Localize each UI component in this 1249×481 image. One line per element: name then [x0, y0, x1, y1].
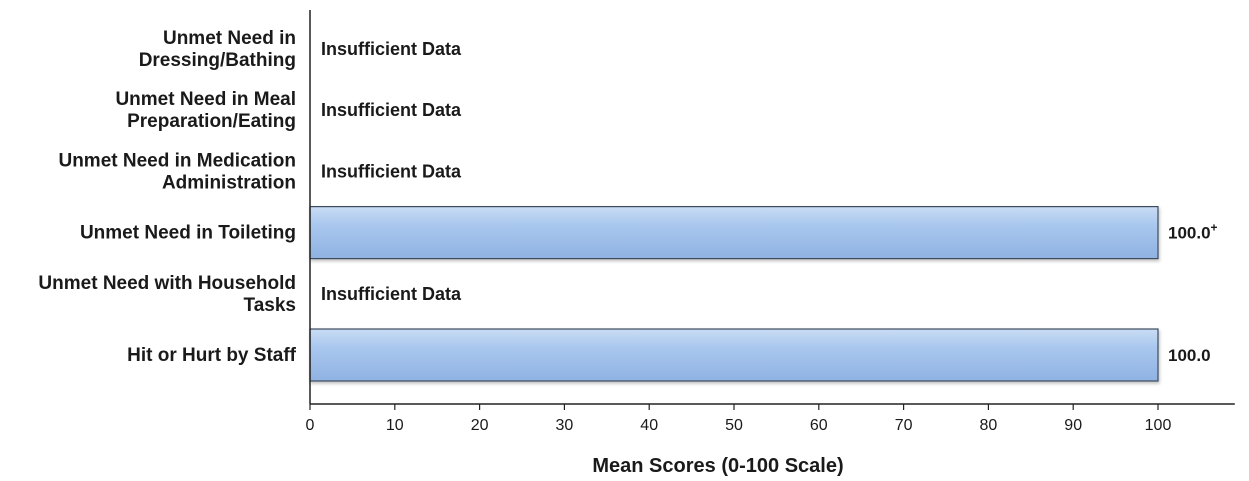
insufficient-data-label: Insufficient Data — [321, 284, 462, 304]
x-tick-label: 20 — [471, 417, 489, 434]
x-tick-label: 100 — [1145, 417, 1172, 434]
value-labels-group: Insufficient Data Insufficient Data Insuff… — [321, 39, 1218, 365]
x-tick-label: 60 — [810, 417, 828, 434]
x-tick-label: 40 — [640, 417, 658, 434]
category-label: Unmet Need in Medication Administration — [58, 150, 296, 193]
bar — [309, 328, 1159, 382]
insufficient-data-label: Insufficient Data — [321, 161, 462, 181]
category-label: Unmet Need in Meal Preparation/Eating — [115, 89, 296, 132]
category-label: Unmet Need with Household Tasks — [38, 273, 296, 316]
x-tick-label: 50 — [725, 417, 743, 434]
data-label: 100.0 — [1168, 346, 1211, 365]
x-ticks-group: 0 10 20 30 40 50 60 70 80 90 100 — [306, 404, 1172, 434]
x-tick-label: 30 — [556, 417, 574, 434]
insufficient-data-label: Insufficient Data — [321, 39, 462, 59]
data-label: 100.0+ — [1168, 221, 1218, 243]
x-tick-label: 0 — [306, 417, 315, 434]
x-tick-label: 90 — [1064, 417, 1082, 434]
x-tick-label: 80 — [980, 417, 998, 434]
category-label: Hit or Hurt by Staff — [127, 345, 297, 366]
bar — [309, 206, 1159, 260]
x-tick-label: 70 — [895, 417, 913, 434]
x-axis-title: Mean Scores (0-100 Scale) — [592, 455, 843, 477]
x-tick-label: 10 — [386, 417, 404, 434]
category-label: Unmet Need in Dressing/Bathing — [139, 28, 296, 71]
category-label: Unmet Need in Toileting — [80, 223, 296, 244]
insufficient-data-label: Insufficient Data — [321, 100, 462, 120]
category-labels-group: Unmet Need in Dressing/Bathing Unmet Need … — [38, 28, 296, 366]
bars-group — [309, 206, 1159, 382]
